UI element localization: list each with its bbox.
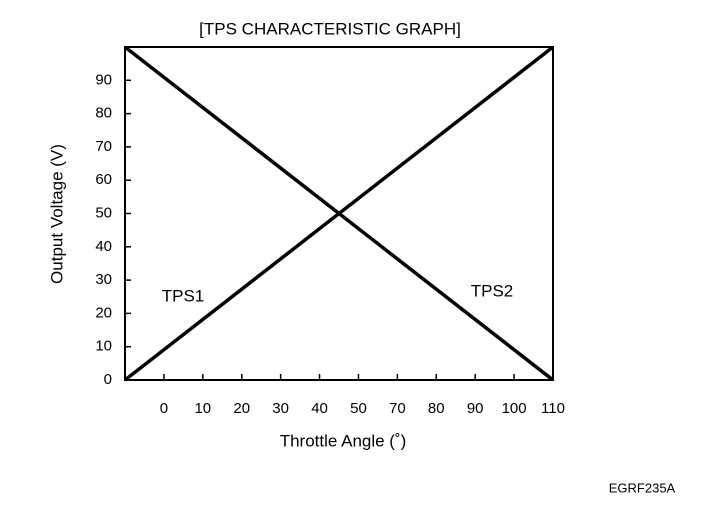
y-tick-label: 70 [95,138,112,155]
x-tick-label: 80 [428,400,445,417]
x-axis-label: Throttle Angle (˚) [280,431,407,450]
x-tick-label: 20 [233,400,250,417]
x-tick-label: 40 [311,400,328,417]
y-axis-label: Output Voltage (V) [47,144,66,284]
x-tick-label: 70 [389,400,406,417]
y-tick-label: 90 [95,71,112,88]
x-tick-label: 110 [541,400,565,417]
x-tick-label: 50 [350,400,367,417]
series-line [123,45,555,382]
x-tick-label: 90 [467,400,484,417]
y-tick-label: 80 [95,105,112,122]
series-label: TPS1 [162,286,205,305]
y-tick-label: 60 [95,171,112,188]
y-tick-label: 20 [95,304,112,321]
y-tick-label: 10 [95,338,112,355]
x-tick-label: 100 [502,400,527,417]
y-tick-label: 40 [95,238,112,255]
x-tick-label: 10 [194,400,211,417]
x-tick-label: 0 [160,400,168,417]
y-tick-label: 0 [104,371,112,388]
y-tick-label: 50 [95,204,112,221]
series-label: TPS2 [471,281,514,300]
y-tick-label: 30 [95,271,112,288]
chart-title: [TPS CHARACTERISTIC GRAPH] [199,19,461,38]
footnote: EGRF235A [609,480,676,495]
x-tick-label: 30 [272,400,289,417]
